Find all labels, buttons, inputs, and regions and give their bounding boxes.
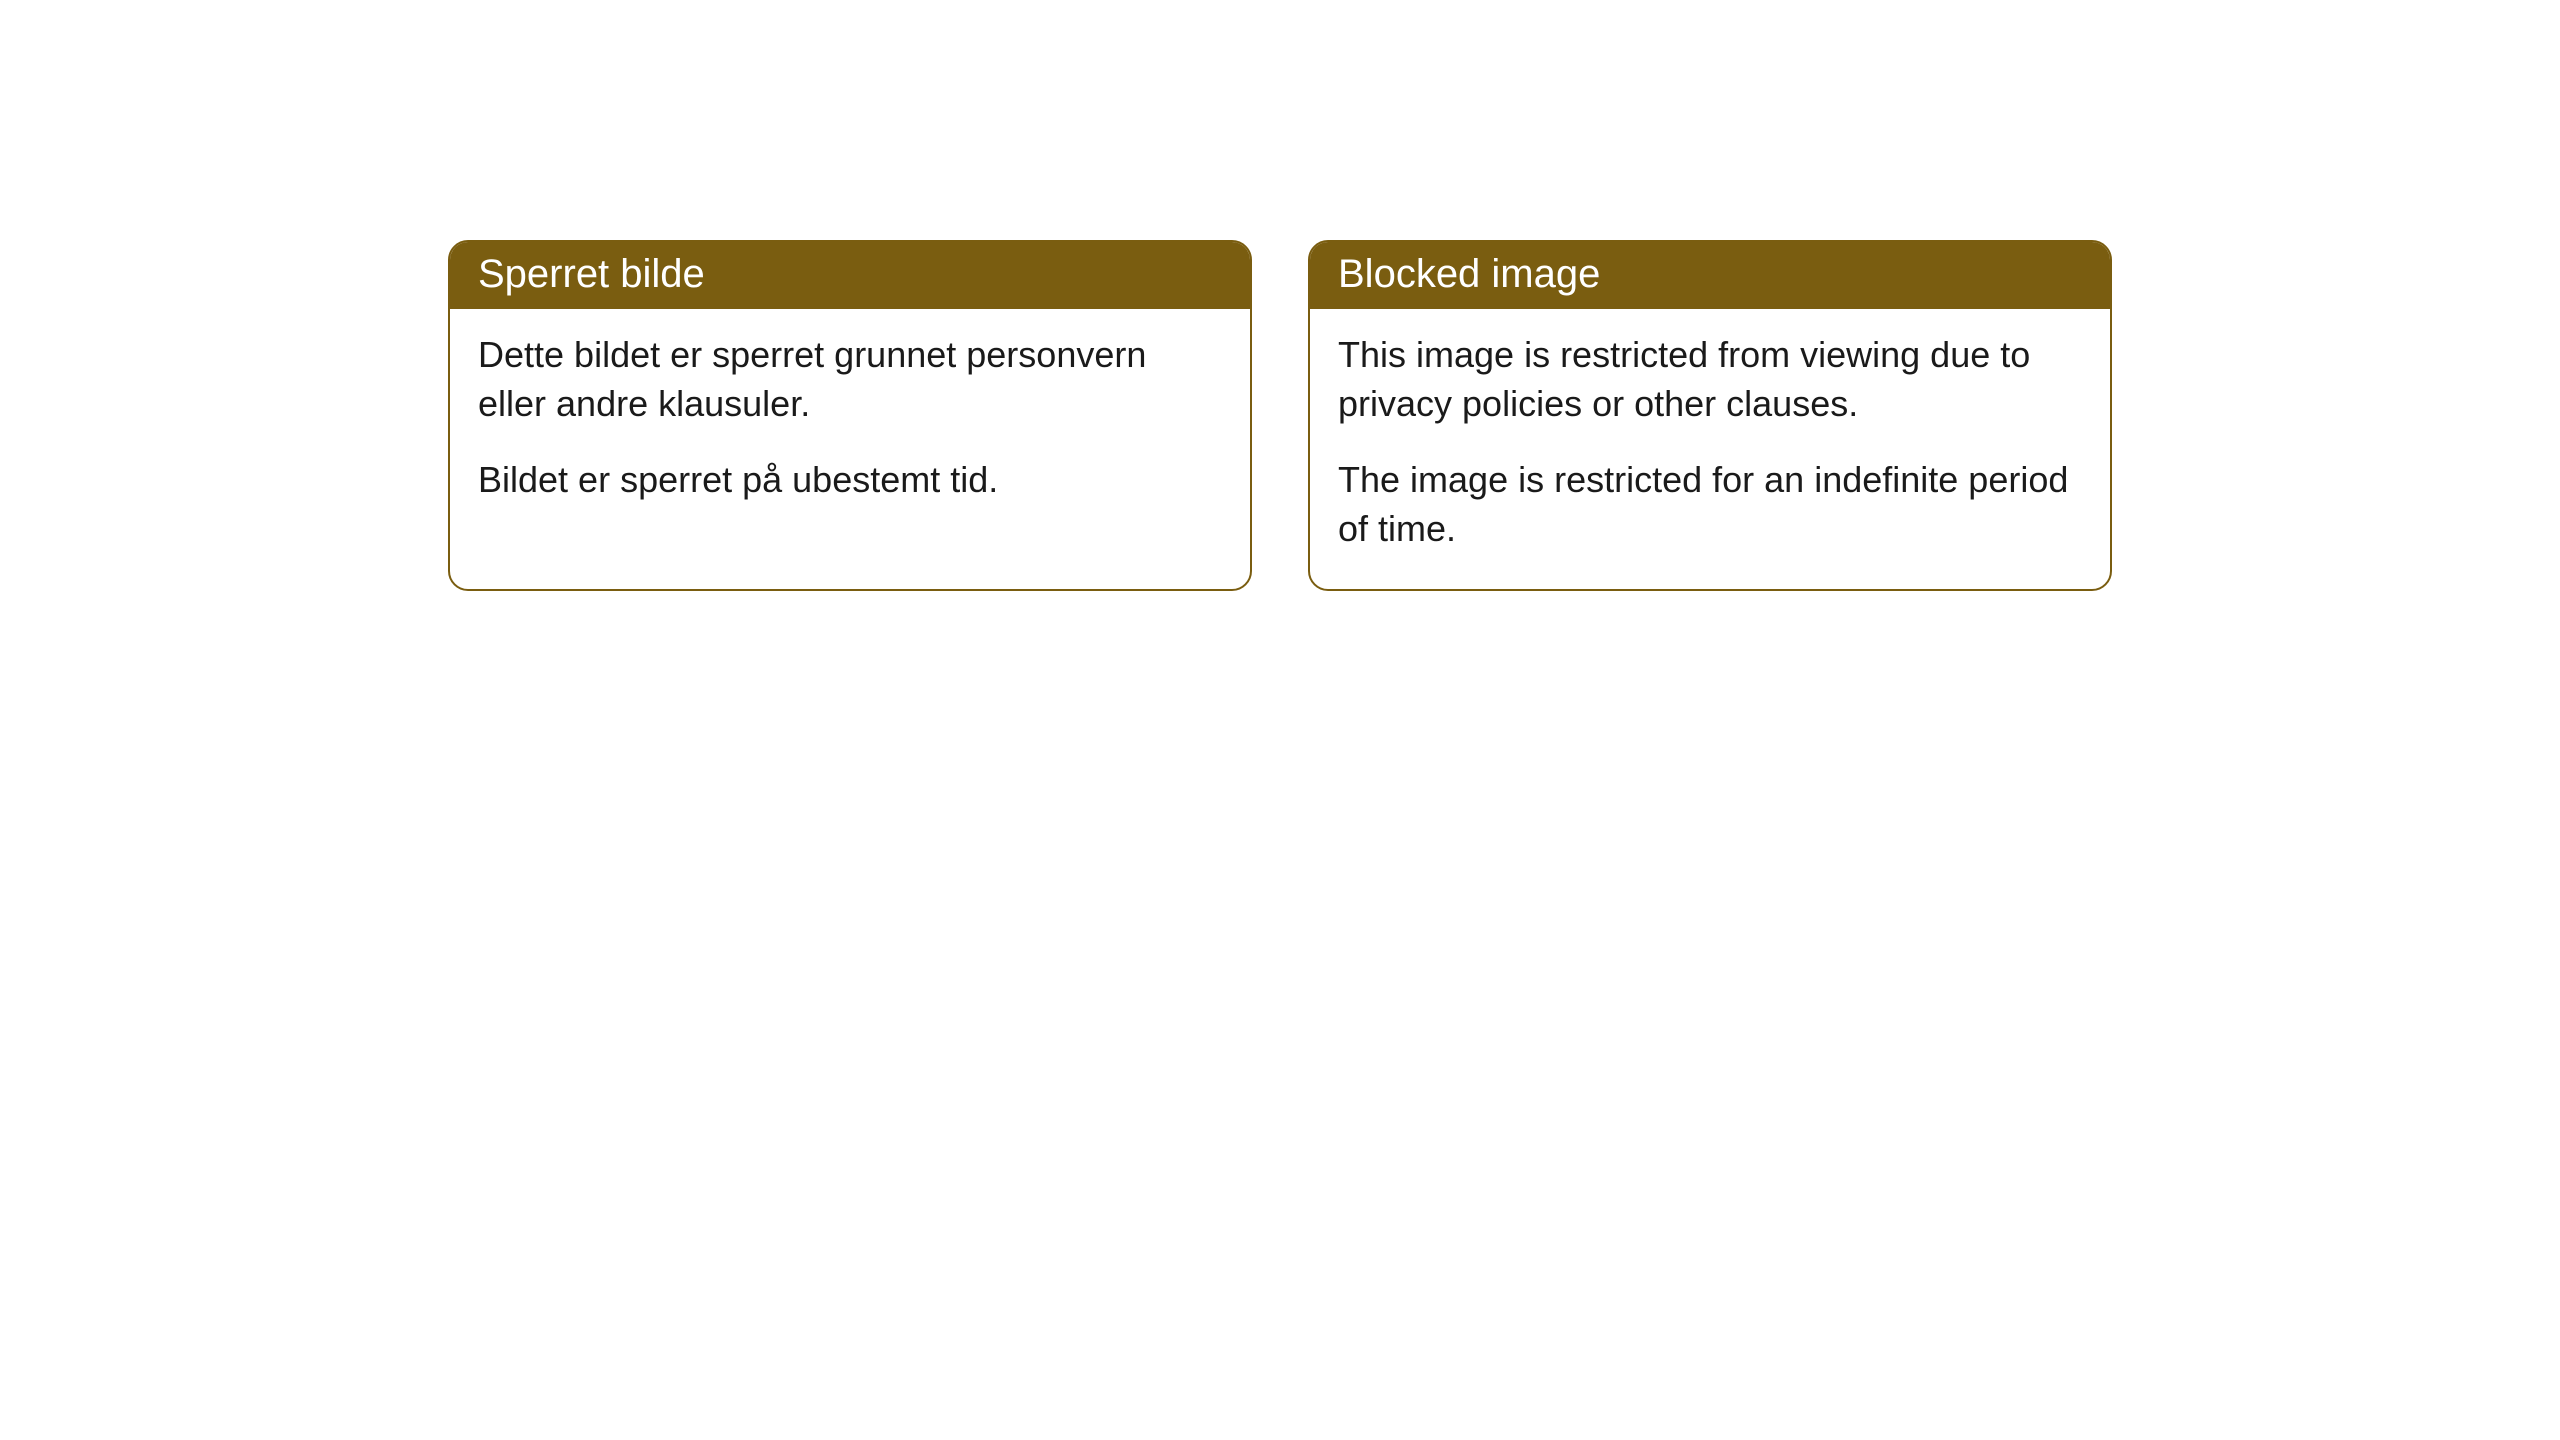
notice-card-english: Blocked image This image is restricted f… — [1308, 240, 2112, 591]
card-paragraph: Bildet er sperret på ubestemt tid. — [478, 456, 1222, 505]
card-title: Blocked image — [1338, 252, 1600, 296]
card-header: Sperret bilde — [450, 242, 1250, 309]
card-header: Blocked image — [1310, 242, 2110, 309]
card-paragraph: Dette bildet er sperret grunnet personve… — [478, 331, 1222, 428]
notice-card-norwegian: Sperret bilde Dette bildet er sperret gr… — [448, 240, 1252, 591]
card-title: Sperret bilde — [478, 252, 705, 296]
card-body: Dette bildet er sperret grunnet personve… — [450, 309, 1250, 541]
notice-cards-container: Sperret bilde Dette bildet er sperret gr… — [448, 240, 2112, 591]
card-body: This image is restricted from viewing du… — [1310, 309, 2110, 589]
card-paragraph: The image is restricted for an indefinit… — [1338, 456, 2082, 553]
card-paragraph: This image is restricted from viewing du… — [1338, 331, 2082, 428]
